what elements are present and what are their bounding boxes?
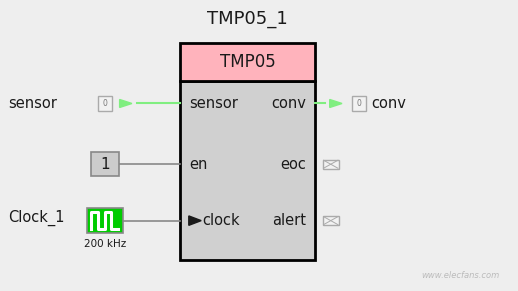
Polygon shape (189, 216, 201, 225)
Bar (323, 160, 339, 169)
Bar (98, 96, 112, 111)
Text: TMP05_1: TMP05_1 (207, 10, 288, 29)
Bar (88, 208, 123, 233)
Bar (180, 43, 315, 81)
Text: sensor: sensor (8, 96, 57, 111)
Text: sensor: sensor (189, 96, 238, 111)
Text: eoc: eoc (280, 157, 306, 172)
Bar (323, 216, 339, 225)
Text: 0: 0 (103, 99, 108, 108)
Text: www.elecfans.com: www.elecfans.com (422, 271, 500, 280)
Text: en: en (189, 157, 207, 172)
Text: conv: conv (372, 96, 407, 111)
Text: 200 kHz: 200 kHz (84, 239, 126, 249)
Text: clock: clock (203, 213, 240, 228)
Text: 1: 1 (100, 157, 110, 172)
Text: Clock_1: Clock_1 (8, 210, 64, 226)
Bar (91, 152, 119, 176)
Polygon shape (120, 100, 132, 107)
Text: TMP05: TMP05 (220, 53, 276, 71)
Bar (180, 81, 315, 260)
Bar (352, 96, 366, 111)
Text: 0: 0 (356, 99, 362, 108)
Text: alert: alert (272, 213, 306, 228)
Polygon shape (330, 100, 342, 107)
Text: conv: conv (271, 96, 306, 111)
